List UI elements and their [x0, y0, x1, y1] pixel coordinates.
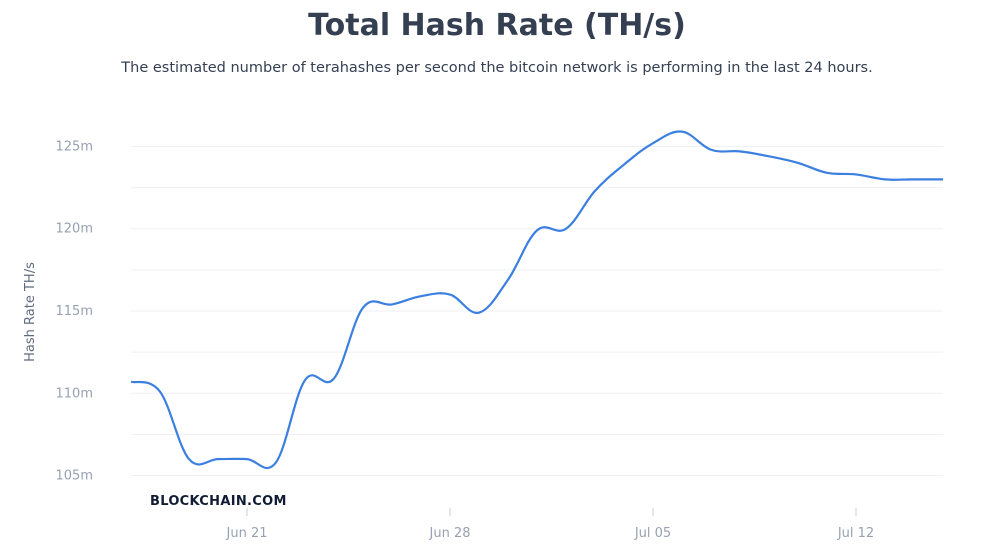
y-tick-label: 110m: [56, 386, 93, 401]
hash-rate-line: [130, 130, 944, 470]
blockchain-watermark: BLOCKCHAIN.COM: [150, 494, 287, 509]
chart-title: Total Hash Rate (TH/s): [308, 8, 686, 43]
y-tick-label: 125m: [56, 139, 93, 154]
x-tick-label: Jun 28: [429, 526, 471, 541]
x-tick-label: Jul 12: [837, 526, 874, 541]
y-axis: 105m 110m 115m 120m 125m: [56, 139, 93, 483]
x-axis: Jun 21 Jun 28 Jul 05 Jul 12: [226, 508, 874, 541]
y-axis-label: Hash Rate TH/s: [23, 262, 38, 362]
chart-subtitle: The estimated number of terahashes per s…: [121, 60, 873, 76]
y-tick-label: 105m: [56, 469, 93, 484]
y-tick-label: 115m: [56, 304, 93, 319]
x-tick-label: Jun 21: [226, 526, 268, 541]
x-tick-label: Jul 05: [634, 526, 671, 541]
grid-lines: [131, 145, 943, 477]
y-tick-label: 120m: [56, 222, 93, 237]
